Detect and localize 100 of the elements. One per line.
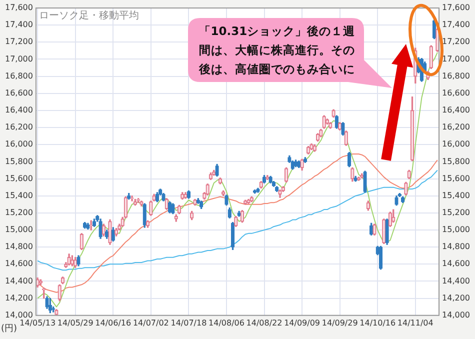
candlestick (350, 167, 354, 182)
candlestick (392, 209, 396, 223)
candlestick (45, 296, 49, 309)
candlestick (429, 45, 433, 69)
y2-tick-label: 15,800 (442, 156, 470, 166)
candlestick (114, 228, 118, 236)
x-tick-label: 14/05/29 (57, 318, 94, 328)
y-tick-label: 16,800 (4, 71, 33, 80)
y-tick-label: 16,600 (4, 88, 33, 98)
candlestick (400, 196, 405, 204)
y2-tick-label: 17,200 (442, 37, 470, 46)
x-tick-label: 14/06/16 (95, 318, 132, 328)
candlestick (294, 160, 298, 168)
annotation: 「10.31ショック」後の１週間は、大幅に株高進行。その後は、高値圏でのもみ合いに (198, 23, 356, 78)
candlestick (322, 115, 326, 129)
candlestick (224, 194, 228, 206)
candlestick (228, 207, 232, 218)
candlestick (168, 202, 172, 214)
candlestick (332, 109, 336, 118)
candlestick (341, 122, 345, 136)
candlestick (98, 218, 102, 239)
y2-tick-label: 16,800 (442, 71, 470, 80)
candlestick (67, 254, 71, 266)
candlestick (284, 167, 288, 183)
candlestick (130, 196, 134, 202)
candlestick (388, 212, 392, 227)
candlestick (378, 246, 383, 270)
candlestick (334, 115, 339, 129)
candlestick (394, 196, 398, 206)
y-tick-label: 17,400 (4, 20, 33, 30)
y-tick-label: 14,200 (4, 293, 33, 302)
y-tick-label: 14,800 (4, 242, 33, 252)
y2-tick-label: 16,400 (442, 106, 470, 115)
candlestick (246, 198, 250, 204)
candlestick (382, 218, 386, 244)
y-tick-label: 16,000 (4, 140, 33, 149)
candlestick (319, 128, 323, 138)
candlestick (237, 210, 241, 217)
candlestick (86, 222, 90, 230)
candlestick (199, 200, 204, 209)
candlestick (212, 170, 216, 176)
x-tick-label: 14/08/06 (208, 318, 244, 328)
candlestick (80, 233, 84, 250)
candlestick (436, 28, 440, 52)
candlestick (140, 200, 144, 206)
y-tick-label: 16,400 (4, 106, 33, 115)
y2-tick-label: 14,000 (442, 310, 470, 320)
y2-tick-label: 14,400 (442, 276, 470, 286)
candlestick (262, 175, 266, 184)
candlestick (108, 219, 112, 245)
candlestick (222, 190, 226, 196)
y2-tick-label: 14,800 (442, 242, 470, 252)
x-tick-label: 14/09/09 (284, 318, 320, 328)
candlestick (328, 122, 332, 129)
candlestick (162, 192, 166, 202)
candlestick (250, 196, 254, 202)
y-tick-label: 15,200 (4, 208, 33, 218)
candlestick (385, 218, 389, 245)
candlestick (92, 218, 96, 227)
candlestick (230, 222, 235, 250)
candlestick (184, 192, 188, 199)
candlestick (244, 200, 248, 205)
x-tick-label: 14/11/04 (397, 318, 434, 328)
candlestick (404, 182, 408, 196)
candlestick (190, 210, 194, 220)
candlestick (208, 172, 213, 180)
y-tick-label: 17,000 (4, 54, 33, 64)
y2-tick-label: 16,600 (442, 88, 470, 98)
chart-title: ローソク足・移動平均 (38, 10, 139, 22)
y-tick-label: 17,600 (4, 3, 33, 12)
y2-tick-label: 14,200 (442, 293, 470, 302)
y-tick-label: 17,200 (4, 37, 33, 46)
x-tick-label: 14/08/22 (246, 318, 282, 328)
candlestick (76, 255, 80, 266)
x-tick-label: 14/07/02 (132, 318, 169, 328)
candlestick (268, 176, 272, 184)
y2-tick-label: 17,000 (442, 54, 470, 64)
candlestick (354, 176, 358, 182)
candlestick (347, 152, 352, 168)
candlestick (407, 170, 411, 180)
x-tick-label: 14/09/29 (322, 318, 358, 328)
y-tick-label: 14,400 (4, 276, 33, 286)
y-tick-label: 15,600 (4, 174, 33, 183)
candlestick (372, 224, 376, 236)
y2-tick-label: 14,600 (442, 259, 470, 268)
candlestick (206, 184, 210, 196)
candlestick (363, 170, 367, 193)
candlestick (193, 198, 197, 206)
y2-tick-label: 16,000 (442, 140, 470, 149)
y-tick-label: 15,800 (4, 156, 33, 166)
candlestick (60, 276, 65, 284)
y2-tick-label: 16,200 (442, 122, 470, 132)
candlestick (171, 203, 175, 214)
candlestick (256, 188, 260, 193)
y-tick-label: 14,000 (4, 310, 33, 320)
candlestick (142, 203, 146, 228)
candlestick (312, 144, 316, 152)
y-tick-label: 15,000 (4, 225, 33, 234)
candlestick (82, 222, 87, 229)
y-axis-title: (円) (1, 324, 18, 334)
